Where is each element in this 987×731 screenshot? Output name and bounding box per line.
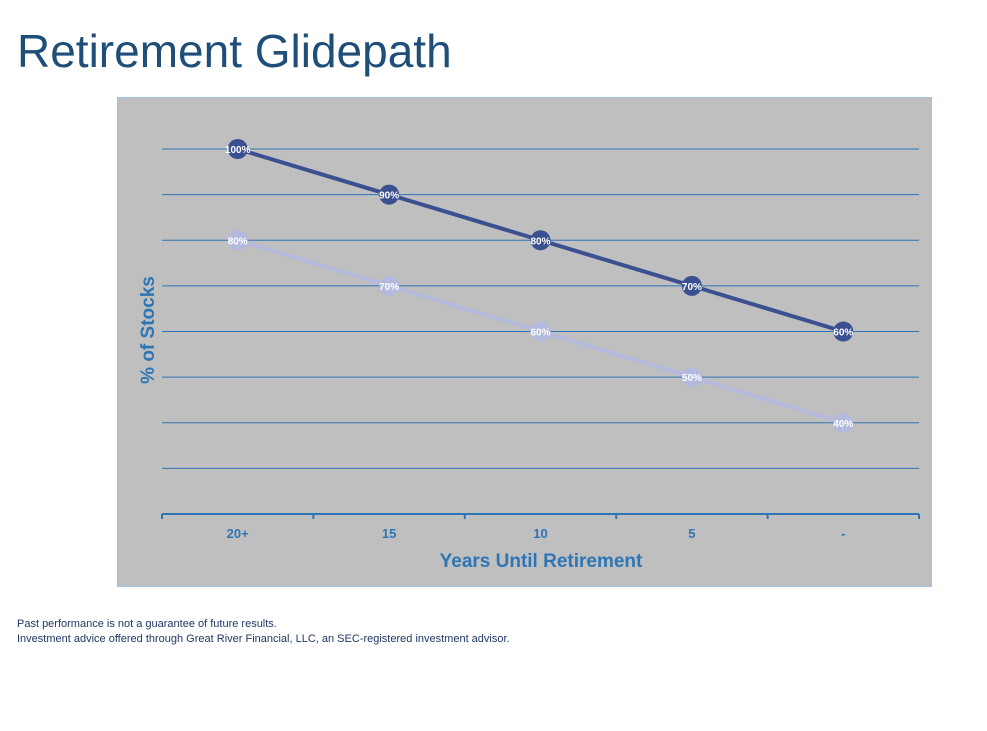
disclaimer-line-2: Investment advice offered through Great … [17, 633, 510, 645]
glidepath-chart: 20+ 15 10 5 - 100% 90% 80% 70% 60% 80% 70% 60% 50% 40… [117, 97, 932, 587]
data-point [379, 184, 400, 205]
disclaimer-line-1: Past performance is not a guarantee of f… [17, 618, 277, 630]
x-axis-label: Years Until Retirement [440, 551, 643, 572]
data-point [530, 321, 551, 342]
x-tick-label: 5 [688, 526, 695, 541]
data-point [833, 412, 854, 433]
x-tick-label: 15 [382, 526, 396, 541]
data-label: 80% [530, 236, 550, 247]
data-label: 50% [682, 373, 702, 384]
data-label: 90% [379, 191, 399, 202]
x-tick-label: 10 [533, 526, 547, 541]
data-point [227, 139, 248, 159]
data-label: 80% [228, 236, 248, 247]
data-point [833, 321, 854, 342]
data-label: 60% [530, 328, 550, 339]
data-point [530, 230, 551, 251]
chart-svg: 20+ 15 10 5 - 100% 90% 80% 70% 60% 80% 70% 60% 50% 40… [138, 139, 920, 572]
y-axis-label: % of Stocks [138, 276, 159, 384]
data-label: 70% [682, 282, 702, 293]
x-tick-label: - [841, 526, 845, 541]
page-title: Retirement Glidepath [17, 25, 452, 77]
data-point [681, 367, 702, 388]
x-tick-label: 20+ [227, 526, 249, 541]
disclaimer: Past performance is not a guarantee of f… [17, 617, 510, 647]
data-label: 60% [833, 328, 853, 339]
data-label: 70% [379, 282, 399, 293]
data-label: 100% [225, 145, 251, 156]
data-point [227, 230, 248, 251]
data-label: 40% [833, 419, 853, 430]
data-point [379, 275, 400, 296]
data-point [681, 275, 702, 296]
